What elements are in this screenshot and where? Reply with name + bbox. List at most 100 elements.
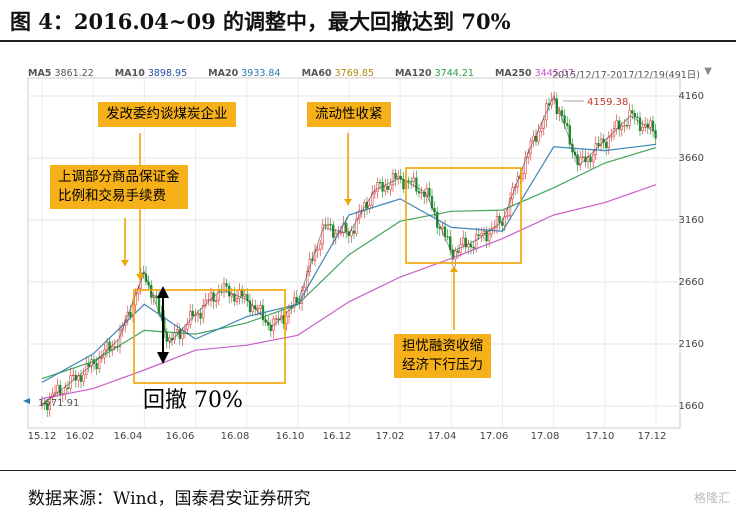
x-tick: 16.04 (113, 431, 143, 442)
candle-body (540, 127, 543, 132)
candle-body (222, 283, 226, 293)
candle-body (451, 249, 454, 260)
candle-body (326, 223, 330, 227)
candle-body (259, 305, 262, 309)
liquidity-arrow-head (344, 199, 352, 205)
candle-body (87, 363, 90, 367)
candle-body (100, 357, 103, 359)
candle-body (233, 293, 236, 302)
candle-body (321, 224, 324, 245)
candle-body (228, 285, 231, 297)
candle-body (373, 191, 376, 194)
candle-body (155, 295, 158, 299)
legend-ma60: MA60 3769.85 (301, 68, 374, 79)
candlesticks (40, 91, 657, 418)
title-rule (0, 40, 736, 42)
x-tick: 17.04 (427, 431, 457, 442)
candle-body (631, 110, 634, 114)
candle-body (235, 298, 239, 302)
candle-body (199, 312, 202, 319)
date-range: 2015/12/17-2017/12/19(491日) (552, 70, 700, 81)
ndrc-arrow-head (136, 274, 144, 280)
candle-body (98, 358, 101, 370)
candle-body (355, 218, 358, 234)
x-tick: 17.12 (637, 431, 667, 442)
candle-body (332, 224, 335, 238)
candle-body (196, 312, 200, 316)
source-note: 数据来源：Wind，国泰君安证券研究 (28, 489, 311, 509)
candle-body (469, 244, 473, 248)
y-tick: 2160 (678, 339, 704, 350)
highlight-boxes (133, 167, 522, 384)
candle-body (303, 286, 306, 291)
candle-body (378, 182, 382, 184)
candle-body (376, 182, 379, 192)
x-tick: 16.10 (275, 431, 305, 442)
callout-worry-line2: 经济下行压力 (402, 357, 483, 373)
candle-body (389, 184, 392, 190)
candle-body (394, 173, 397, 179)
candle-body (475, 234, 478, 249)
candle-body (108, 341, 111, 351)
candle-body (191, 310, 194, 317)
candle-body (428, 187, 431, 197)
candle-body (352, 230, 356, 234)
candle-body (105, 341, 109, 351)
source-rule (0, 470, 736, 471)
candle-body (485, 230, 488, 242)
candle-body (256, 308, 259, 310)
candle-body (215, 299, 218, 302)
high-label: 4159.38 (587, 97, 629, 108)
candle-body (319, 243, 322, 250)
candle-body (477, 234, 480, 236)
candle-body (95, 363, 98, 370)
retrace-arrow-up (157, 286, 169, 298)
callout-margin: 上调部分商品保证金 比例和交易手续费 (50, 165, 188, 209)
candle-body (412, 177, 415, 182)
low-marker (23, 398, 30, 404)
retrace-label: 回撤 70% (143, 388, 243, 413)
candle-body (599, 138, 603, 146)
candle-body (423, 192, 426, 197)
legend-ma10: MA10 3898.95 (114, 68, 188, 79)
series-ma250 (41, 184, 657, 400)
candle-body (316, 248, 319, 251)
candle-body (482, 230, 486, 234)
candle-body (462, 237, 465, 245)
candle-body (610, 135, 613, 138)
candle-body (615, 120, 618, 129)
candle-body (371, 192, 374, 206)
x-tick: 16.08 (220, 431, 250, 442)
candle-body (641, 127, 644, 131)
candle-body (176, 329, 179, 333)
candle-body (521, 173, 525, 179)
legend-ma20: MA20 3933.84 (208, 68, 281, 79)
candle-body (456, 250, 460, 253)
candle-body (636, 116, 639, 119)
adjustment-box (133, 289, 286, 384)
candle-body (454, 250, 457, 260)
candle-body (441, 226, 444, 229)
legend-ma250: MA250 3445.07 (494, 68, 574, 79)
candle-body (183, 328, 187, 332)
chevron-down-icon[interactable]: ▼ (704, 66, 712, 77)
candle-body (72, 374, 75, 377)
candle-body (329, 223, 332, 226)
candle-body (633, 113, 636, 118)
callout-margin-line2: 比例和交易手续费 (58, 188, 166, 204)
candle-body (638, 117, 642, 131)
figure-title: 图 4：2016.04~09 的调整中，最大回撤达到 70% (10, 9, 511, 34)
adjustment-box-2017 (405, 167, 522, 264)
candle-body (503, 216, 506, 226)
candle-body (386, 185, 389, 190)
retrace-arrow-down (157, 352, 169, 364)
candle-body (464, 237, 467, 248)
callout-worry-line1: 担忧融资收缩 (402, 338, 483, 354)
candle-body (202, 305, 205, 319)
candle-body (472, 246, 475, 249)
x-tick: 16.06 (165, 431, 195, 442)
x-tick: 16.12 (322, 431, 352, 442)
candle-body (498, 216, 501, 223)
candle-body (566, 123, 569, 126)
